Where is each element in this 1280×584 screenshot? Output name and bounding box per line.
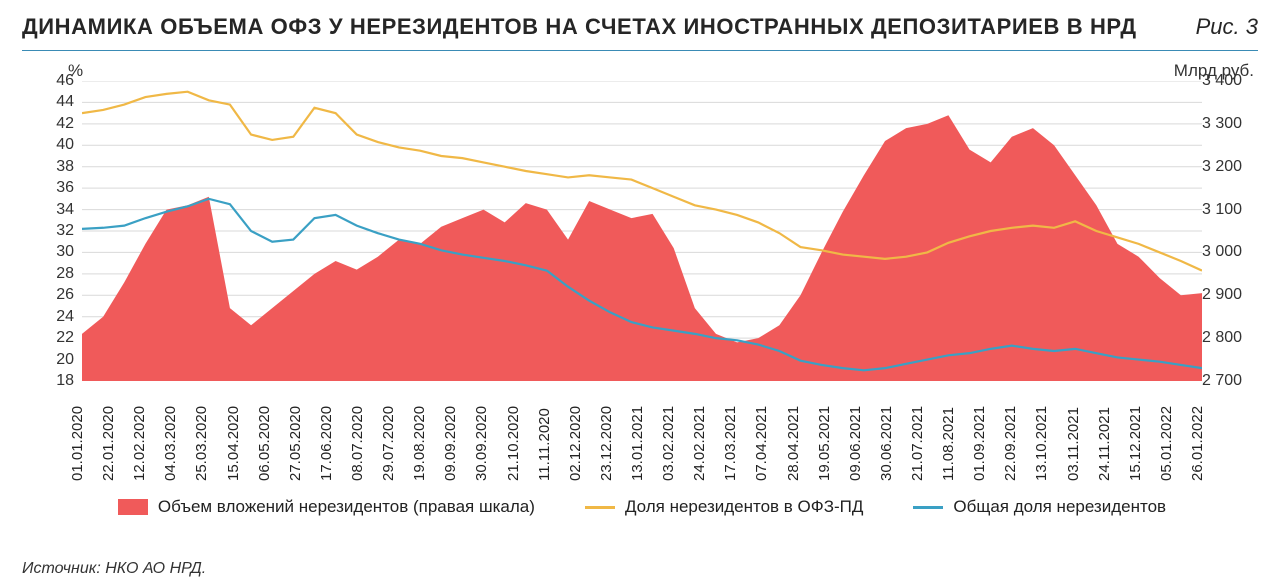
x-tick: 27.05.2020 bbox=[287, 406, 304, 481]
x-tick: 02.12.2020 bbox=[567, 406, 584, 481]
y-right-tick: 3 300 bbox=[1202, 115, 1242, 133]
x-tick: 22.01.2020 bbox=[100, 406, 117, 481]
x-tick: 08.07.2020 bbox=[349, 406, 366, 481]
chart-zone: % Млрд руб. 1820222426283032343638404244… bbox=[22, 59, 1258, 519]
x-tick: 04.03.2020 bbox=[162, 406, 179, 481]
x-tick: 06.05.2020 bbox=[256, 406, 273, 481]
x-tick: 11.08.2021 bbox=[940, 407, 957, 481]
y-right-tick: 3 000 bbox=[1202, 243, 1242, 261]
x-tick: 29.07.2020 bbox=[380, 406, 397, 481]
y-left-tick: 34 bbox=[56, 201, 74, 219]
y-left-tick: 28 bbox=[56, 265, 74, 283]
y-left-tick: 40 bbox=[56, 136, 74, 154]
y-left-tick: 32 bbox=[56, 222, 74, 240]
legend-label-area: Объем вложений нерезидентов (правая шкал… bbox=[158, 497, 535, 517]
x-tick: 01.01.2020 bbox=[69, 406, 86, 481]
x-tick: 19.08.2020 bbox=[411, 406, 428, 481]
x-tick: 26.01.2022 bbox=[1189, 406, 1206, 481]
page-root: ДИНАМИКА ОБЪЕМА ОФЗ У НЕРЕЗИДЕНТОВ НА СЧ… bbox=[0, 0, 1280, 584]
chart-legend: Объем вложений нерезидентов (правая шкал… bbox=[82, 497, 1202, 517]
y-left-tick: 20 bbox=[56, 351, 74, 369]
legend-item-pd: Доля нерезидентов в ОФЗ-ПД bbox=[585, 497, 863, 517]
x-tick: 25.03.2020 bbox=[193, 406, 210, 481]
y-right-tick: 3 100 bbox=[1202, 201, 1242, 219]
chart-title: ДИНАМИКА ОБЪЕМА ОФЗ У НЕРЕЗИДЕНТОВ НА СЧ… bbox=[22, 14, 1137, 40]
x-tick: 17.03.2021 bbox=[722, 406, 739, 481]
y-left-tick: 36 bbox=[56, 179, 74, 197]
x-tick: 05.01.2022 bbox=[1158, 406, 1175, 481]
y-left-tick: 44 bbox=[56, 93, 74, 111]
y-axis-right-ticks: 2 7002 8002 9003 0003 1003 2003 3003 400 bbox=[1198, 81, 1258, 381]
y-left-tick: 22 bbox=[56, 329, 74, 347]
y-left-tick: 42 bbox=[56, 115, 74, 133]
x-tick: 23.12.2020 bbox=[598, 406, 615, 481]
legend-item-total: Общая доля нерезидентов bbox=[913, 497, 1166, 517]
y-right-tick: 2 900 bbox=[1202, 286, 1242, 304]
x-tick: 17.06.2020 bbox=[318, 406, 335, 481]
x-axis-ticks: 01.01.202022.01.202012.02.202004.03.2020… bbox=[82, 381, 1202, 491]
figure-label: Рис. 3 bbox=[1196, 14, 1258, 40]
x-tick: 11.11.2020 bbox=[536, 408, 553, 481]
chart-plot bbox=[82, 81, 1202, 381]
x-tick: 15.12.2021 bbox=[1127, 406, 1144, 481]
y-axis-left-ticks: 182022242628303234363840424446 bbox=[22, 81, 78, 381]
x-tick: 22.09.2021 bbox=[1002, 406, 1019, 481]
x-tick: 15.04.2020 bbox=[225, 406, 242, 481]
legend-swatch-total bbox=[913, 506, 943, 509]
x-tick: 21.10.2020 bbox=[505, 406, 522, 481]
x-tick: 09.06.2021 bbox=[847, 406, 864, 481]
y-left-tick: 24 bbox=[56, 308, 74, 326]
y-right-tick: 2 800 bbox=[1202, 329, 1242, 347]
y-left-tick: 46 bbox=[56, 72, 74, 90]
x-tick: 24.11.2021 bbox=[1096, 407, 1113, 481]
y-right-tick: 3 400 bbox=[1202, 72, 1242, 90]
y-left-tick: 30 bbox=[56, 243, 74, 261]
legend-item-area: Объем вложений нерезидентов (правая шкал… bbox=[118, 497, 535, 517]
legend-label-total: Общая доля нерезидентов bbox=[953, 497, 1166, 517]
x-tick: 30.09.2020 bbox=[473, 406, 490, 481]
legend-swatch-pd bbox=[585, 506, 615, 509]
x-tick: 03.11.2021 bbox=[1065, 407, 1082, 481]
series-area-volume bbox=[82, 115, 1202, 381]
y-left-tick: 18 bbox=[56, 372, 74, 390]
chart-header: ДИНАМИКА ОБЪЕМА ОФЗ У НЕРЕЗИДЕНТОВ НА СЧ… bbox=[22, 14, 1258, 51]
x-tick: 07.04.2021 bbox=[753, 406, 770, 481]
y-right-tick: 3 200 bbox=[1202, 158, 1242, 176]
x-tick: 24.02.2021 bbox=[691, 406, 708, 481]
x-tick: 30.06.2021 bbox=[878, 406, 895, 481]
x-tick: 13.01.2021 bbox=[629, 406, 646, 481]
x-tick: 12.02.2020 bbox=[131, 406, 148, 481]
x-tick: 19.05.2021 bbox=[816, 406, 833, 481]
y-left-tick: 26 bbox=[56, 286, 74, 304]
x-tick: 28.04.2021 bbox=[785, 406, 802, 481]
x-tick: 03.02.2021 bbox=[660, 406, 677, 481]
source-text: Источник: НКО АО НРД. bbox=[22, 560, 206, 578]
x-tick: 09.09.2020 bbox=[442, 406, 459, 481]
x-tick: 13.10.2021 bbox=[1033, 406, 1050, 481]
y-left-tick: 38 bbox=[56, 158, 74, 176]
x-tick: 21.07.2021 bbox=[909, 406, 926, 481]
x-tick: 01.09.2021 bbox=[971, 406, 988, 481]
y-right-tick: 2 700 bbox=[1202, 372, 1242, 390]
legend-label-pd: Доля нерезидентов в ОФЗ-ПД bbox=[625, 497, 863, 517]
legend-swatch-area bbox=[118, 499, 148, 515]
